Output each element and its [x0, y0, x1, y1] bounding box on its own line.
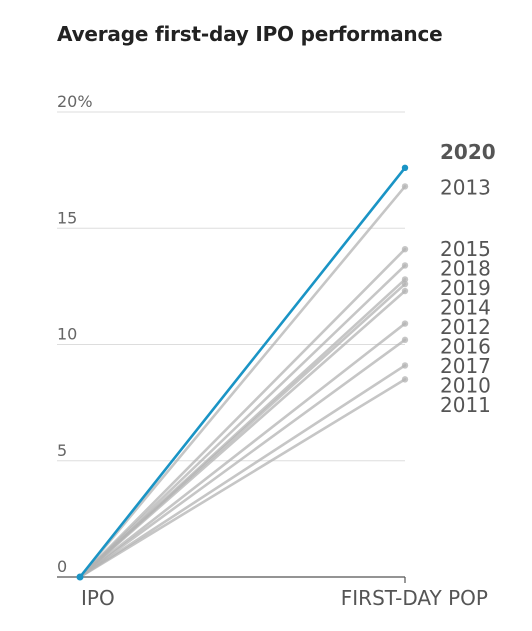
end-point-2010: [401, 362, 409, 369]
series-line-2017: [78, 338, 407, 579]
series-line-2016: [78, 322, 407, 579]
end-point-2016: [401, 320, 409, 327]
series-label-2014: 2014: [440, 296, 491, 320]
end-point-2014: [401, 280, 409, 288]
end-point-2019: [401, 276, 409, 283]
series-label-2012: 2012: [440, 315, 491, 339]
end-point-2020: [401, 164, 409, 171]
y-tick-label: 5: [57, 441, 67, 460]
y-tick-label: 0: [57, 557, 67, 576]
x-tick-label: FIRST-DAY POP: [341, 586, 488, 610]
series-line-2020: [78, 166, 407, 579]
y-tick-label: 10: [57, 325, 77, 344]
start-point: [76, 573, 84, 581]
series-label-2017: 2017: [440, 354, 491, 378]
y-tick-label: 15: [57, 208, 77, 227]
series-label-2013: 2013: [440, 175, 491, 199]
series-line-2011: [78, 378, 407, 579]
series-line-2015: [78, 247, 407, 579]
series-label-2018: 2018: [440, 257, 491, 281]
series-label-2011: 2011: [440, 393, 491, 417]
end-point-2012: [401, 287, 409, 295]
chart-title: Average first-day IPO performance: [57, 22, 443, 46]
x-tick-label: IPO: [81, 586, 115, 610]
series-line-2013: [78, 185, 407, 579]
series-label-2019: 2019: [440, 276, 491, 300]
end-point-2013: [401, 183, 409, 190]
end-point-2015: [401, 245, 409, 253]
series-line-2012: [78, 289, 407, 579]
end-point-2011: [401, 376, 409, 383]
series-label-2016: 2016: [440, 335, 491, 359]
end-point-2017: [401, 336, 409, 344]
series-label-2020: 2020: [440, 140, 496, 164]
y-tick-label: 20%: [57, 92, 93, 111]
end-point-2018: [401, 262, 409, 269]
series-label-2015: 2015: [440, 237, 491, 261]
series-label-2010: 2010: [440, 374, 491, 398]
series-line-2018: [78, 264, 407, 579]
series-line-2010: [78, 364, 407, 579]
